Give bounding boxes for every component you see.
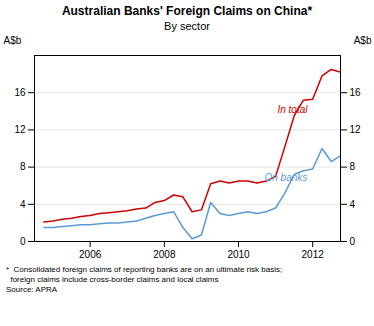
html-text:Australian Banks' Foreign Clai: Australian Banks' Foreign Claims on Chin… <box>61 4 313 18</box>
svg-text:16: 16 <box>14 87 26 98</box>
svg-text:A$b: A$b <box>4 35 22 46</box>
svg-text:12: 12 <box>14 124 26 135</box>
svg-text:0: 0 <box>350 236 356 247</box>
html-text:By sector: By sector <box>164 20 210 32</box>
svg-text:2010: 2010 <box>227 249 250 260</box>
svg-text:2006: 2006 <box>79 249 102 260</box>
svg-text:12: 12 <box>350 124 362 135</box>
svg-text:On banks: On banks <box>264 172 307 183</box>
svg-text:0: 0 <box>20 236 26 247</box>
svg-text:4: 4 <box>350 199 356 210</box>
svg-text:8: 8 <box>350 161 356 172</box>
svg-text:2012: 2012 <box>302 249 325 260</box>
svg-text:A$b: A$b <box>354 35 372 46</box>
svg-text:2008: 2008 <box>153 249 176 260</box>
html-text:* Consolidated foreign claims: * Consolidated foreign claims of reporti… <box>6 265 283 294</box>
svg-text:16: 16 <box>350 87 362 98</box>
svg-text:8: 8 <box>20 161 26 172</box>
svg-text:In total: In total <box>277 104 308 115</box>
svg-text:4: 4 <box>20 199 26 210</box>
